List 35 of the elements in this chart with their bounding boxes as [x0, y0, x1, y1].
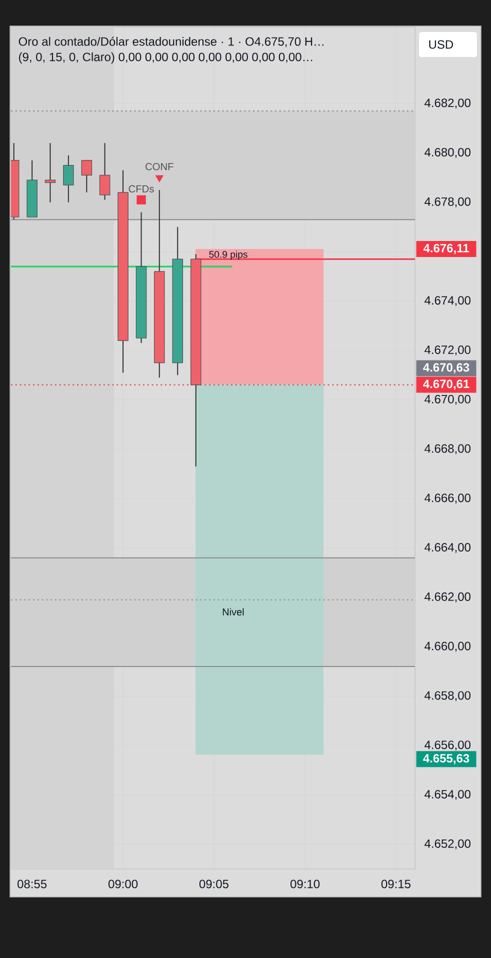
y-tick-label: 4.660,00: [424, 642, 470, 652]
y-tick-label: 4.656,00: [424, 740, 470, 750]
text: 4.670,63: [423, 363, 470, 374]
candlestick: [63, 154, 74, 203]
y-tick-label: 4.670,00: [424, 394, 470, 405]
y-tick-label: 4.672,00: [424, 346, 470, 356]
y-tick-label: 4.658,00: [424, 691, 470, 702]
y-tick-label: 4.666,00: [424, 494, 470, 504]
y-tick-label: 4.682,00: [424, 98, 470, 108]
y-tick-label: 4.662,00: [424, 592, 470, 602]
y-tick-label: 4.654,00: [424, 790, 470, 800]
x-tick-label: 09:05: [199, 880, 228, 888]
candlestick: [44, 142, 56, 203]
y-tick-label: 4.674,00: [424, 296, 470, 306]
candlestick: [99, 142, 110, 200]
annotation: 50.9 pips: [209, 250, 248, 260]
y-tick-label: 4.680,00: [424, 148, 470, 158]
candlestick: [81, 160, 92, 193]
x-tick-label: 09:15: [381, 880, 410, 888]
text: 4.676,11: [423, 244, 469, 254]
y-tick-label: 4.678,00: [424, 197, 470, 208]
ref-line-label: Nivel: [222, 608, 244, 616]
series-label: CFDs: [128, 185, 154, 192]
text: Oro al contado/Dólar estadounidense · 1 · O4.675,70 H…: [18, 36, 324, 48]
y-tick-label: 4.664,00: [424, 543, 470, 553]
series-label: CONF: [146, 163, 174, 170]
text: 4.655,63: [423, 754, 470, 764]
x-tick-label: 09:10: [290, 880, 320, 888]
ref-line-label: 4.670,61: [423, 380, 470, 390]
y-tick-label: 4.652,00: [424, 839, 470, 850]
x-tick-label: 09:00: [108, 880, 138, 888]
y-axis-title: USD: [429, 40, 454, 49]
text: (9, 0, 15, 0, Claro) 0,00 0,00 0,00 0,00 0,00 0,00 0,00…: [19, 52, 312, 64]
x-tick-label: 08:55: [18, 880, 47, 888]
y-tick-label: 4.668,00: [424, 444, 470, 454]
